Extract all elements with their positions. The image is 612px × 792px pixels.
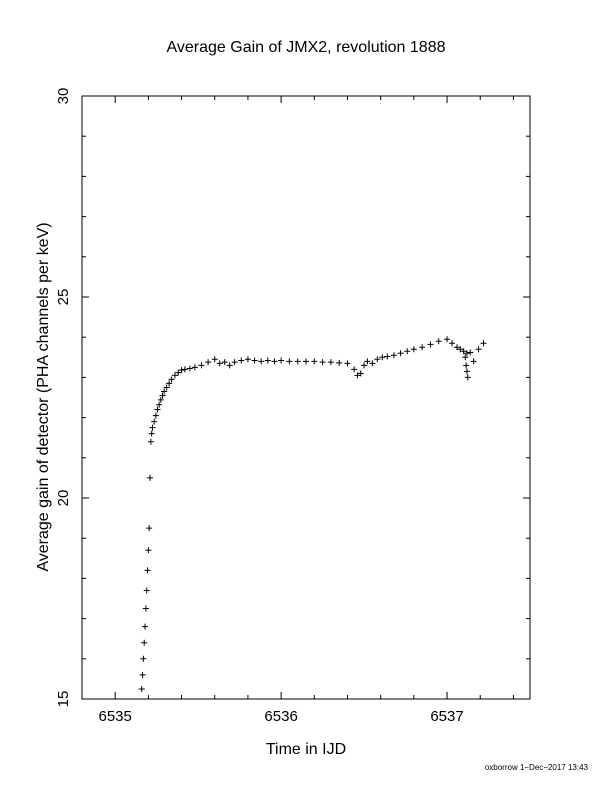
data-point [464,374,471,381]
x-tick-label: 6535 [98,708,131,725]
data-point [143,587,150,594]
data-point [159,392,166,399]
data-point [168,376,175,383]
data-point [427,341,434,348]
data-points [138,336,487,692]
data-point [319,359,326,366]
data-point [410,346,417,353]
data-point [141,639,148,646]
data-point [470,358,477,365]
data-point [384,353,391,360]
data-point [144,567,151,574]
data-point [161,388,168,395]
y-axis-label: Average gain of detector (PHA channels p… [35,222,52,571]
x-tick-label: 6536 [264,708,297,725]
data-point [147,438,154,445]
data-point [166,380,173,387]
data-point [186,365,193,372]
data-point [374,356,381,363]
data-point [327,359,334,366]
data-point [157,396,164,403]
data-point [397,350,404,357]
y-tick-label: 30 [55,88,72,105]
data-point [216,360,223,367]
plot-frame [81,95,531,700]
y-tick-label: 15 [55,691,72,708]
data-point [463,350,470,357]
data-point [142,605,149,612]
data-point [146,525,153,532]
data-point [435,338,442,345]
data-point [238,357,245,364]
data-point [351,366,358,373]
data-point [148,430,155,437]
data-point [205,359,212,366]
data-point [357,370,364,377]
y-tick-label: 20 [55,490,72,507]
data-point [311,358,318,365]
data-point [449,340,456,347]
data-point [344,360,351,367]
data-point [145,547,152,554]
data-point [453,344,460,351]
data-point [278,357,285,364]
axis-ticks [81,95,530,700]
data-point [379,354,386,361]
data-point [251,357,258,364]
data-point [460,348,467,355]
x-axis-label: Time in IJD [266,741,346,758]
data-point [364,358,371,365]
data-point [140,655,147,662]
data-point [142,623,149,630]
data-point [138,685,145,692]
data-point [258,358,265,365]
data-point [151,418,158,425]
footer-credit: oxborrow 1−Dec−2017 13:43 [485,763,589,772]
data-point [462,354,469,361]
data-point [444,336,451,343]
data-point [404,348,411,355]
data-point [463,368,470,375]
data-point [156,401,163,408]
data-point [181,366,188,373]
data-point [147,474,154,481]
data-point [294,358,301,365]
data-point [154,406,161,413]
x-tick-label: 6537 [430,708,463,725]
data-point [175,369,182,376]
data-point [475,346,482,353]
data-point [286,358,293,365]
data-point [171,372,178,379]
data-point [244,356,251,363]
data-point [419,344,426,351]
data-point [354,372,361,379]
data-point [221,359,228,366]
data-point [457,346,464,353]
data-point [336,359,343,366]
data-point [163,384,170,391]
data-point [463,362,470,369]
data-point [271,358,278,365]
data-point [139,671,146,678]
data-point [369,360,376,367]
data-point [303,358,309,365]
data-point [211,356,218,363]
data-point [390,352,397,359]
data-point [191,364,198,371]
tick-labels: 6535 6536 6537 15 20 25 30 [55,88,464,725]
chart-title: Average Gain of JMX2, revolution 1888 [167,39,446,56]
data-point [361,362,368,369]
data-point [226,362,233,369]
data-point [178,367,185,374]
data-point [231,359,238,366]
y-tick-label: 25 [55,289,72,306]
data-point [264,357,271,364]
data-point [467,349,474,356]
data-point [480,340,487,347]
data-point [152,412,159,419]
data-point [198,362,205,369]
data-point [149,424,156,431]
